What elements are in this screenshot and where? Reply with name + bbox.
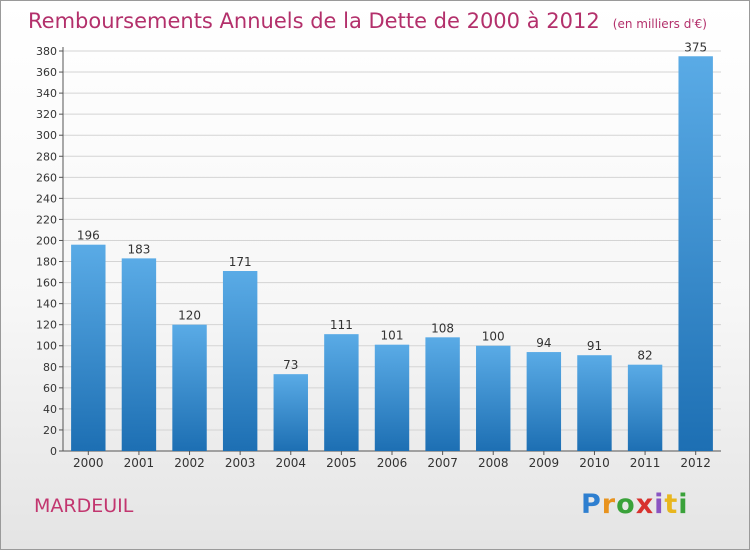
- x-tick-label: 2000: [73, 456, 104, 470]
- bar: [273, 374, 308, 451]
- bar: [425, 337, 460, 451]
- y-tick-label: 340: [36, 87, 57, 100]
- y-tick-label: 300: [36, 129, 57, 142]
- bar: [577, 355, 612, 451]
- bar: [476, 345, 511, 451]
- y-tick-label: 180: [36, 256, 57, 269]
- y-tick-label: 240: [36, 192, 57, 205]
- y-tick-label: 100: [36, 340, 57, 353]
- bar: [222, 271, 258, 451]
- x-tick-label: 2009: [529, 456, 560, 470]
- data-label: 375: [684, 40, 707, 54]
- data-label: 94: [536, 336, 551, 350]
- bar: [374, 344, 410, 451]
- logo-letter: i: [654, 489, 665, 520]
- y-tick-label: 140: [36, 298, 57, 311]
- data-label: 120: [178, 309, 201, 323]
- y-tick-label: 0: [50, 445, 57, 458]
- y-tick-label: 220: [36, 213, 57, 226]
- x-tick-label: 2007: [427, 456, 458, 470]
- logo-letter: t: [664, 489, 679, 520]
- commune-name: MARDEUIL: [34, 495, 134, 517]
- data-label: 171: [229, 255, 252, 269]
- data-label: 196: [77, 229, 100, 243]
- chart-title-block: Remboursements Annuels de la Dette de 20…: [28, 9, 707, 33]
- y-tick-label: 120: [36, 319, 57, 332]
- x-tick-label: 2006: [377, 456, 408, 470]
- logo-letter: i: [678, 489, 689, 520]
- data-label: 111: [330, 318, 353, 332]
- x-tick-label: 2001: [124, 456, 155, 470]
- x-tick-label: 2008: [478, 456, 509, 470]
- bar: [71, 244, 106, 451]
- data-label: 183: [127, 242, 150, 256]
- data-label: 73: [283, 358, 298, 372]
- y-tick-label: 360: [36, 66, 57, 79]
- y-tick-label: 80: [43, 361, 57, 374]
- bars: [71, 56, 713, 452]
- data-label: 82: [637, 349, 652, 363]
- bar: [526, 352, 562, 451]
- chart-subtitle: (en milliers d'€): [612, 17, 707, 31]
- data-label: 91: [587, 339, 602, 353]
- data-label: 100: [482, 330, 505, 344]
- y-tick-label: 160: [36, 277, 57, 290]
- x-tick-label: 2012: [680, 456, 711, 470]
- x-tick-label: 2002: [174, 456, 205, 470]
- y-tick-label: 320: [36, 108, 57, 121]
- x-tick-label: 2010: [579, 456, 610, 470]
- bar: [324, 334, 359, 451]
- proxiti-logo: Proxiti: [581, 489, 689, 520]
- y-tick-label: 60: [43, 382, 57, 395]
- y-tick-label: 280: [36, 150, 57, 163]
- labels: 0 20 40 60 80 100 120 140 160 180 200 220 240 260 280 3…: [36, 40, 711, 470]
- y-tick-label: 20: [43, 424, 57, 437]
- logo-letter: r: [601, 489, 617, 520]
- bar: [172, 324, 207, 451]
- x-tick-label: 2005: [326, 456, 357, 470]
- data-label: 108: [431, 321, 454, 335]
- bar: [121, 258, 157, 451]
- y-tick-label: 260: [36, 171, 57, 184]
- x-tick-label: 2011: [630, 456, 661, 470]
- bar: [627, 364, 663, 451]
- logo-letter: P: [581, 489, 602, 520]
- y-tick-label: 200: [36, 234, 57, 247]
- y-tick-label: 40: [43, 403, 57, 416]
- bar: [678, 56, 713, 452]
- chart-title: Remboursements Annuels de la Dette de 20…: [28, 9, 600, 33]
- logo-letter: x: [635, 489, 655, 520]
- logo-letter: o: [616, 489, 636, 520]
- data-label: 101: [381, 329, 404, 343]
- x-tick-label: 2004: [275, 456, 306, 470]
- x-tick-label: 2003: [225, 456, 256, 470]
- y-tick-label: 380: [36, 45, 57, 58]
